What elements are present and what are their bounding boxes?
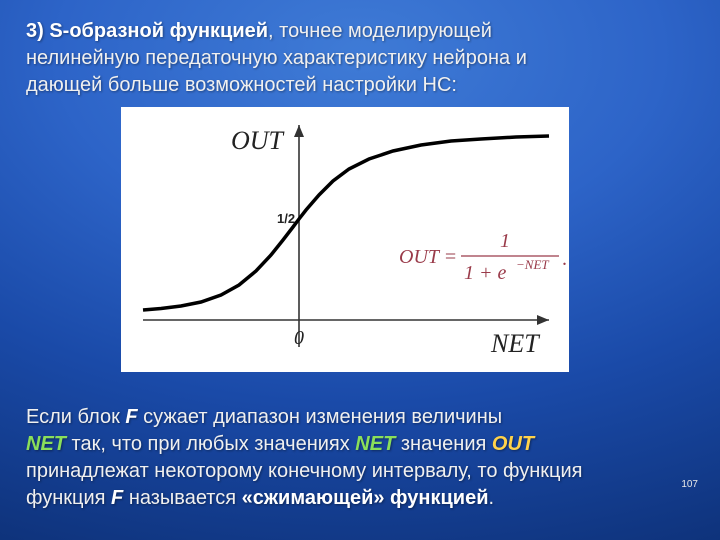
label-net: NET	[490, 329, 540, 358]
formula: OUT = 1 1 + e −NET .	[399, 230, 567, 284]
top-line3: дающей больше возможностей настройки НС:	[26, 74, 457, 96]
bt5: принадлежат некоторому конечному интерва…	[26, 460, 583, 482]
bt6-pre: функция	[26, 487, 111, 509]
axes	[143, 125, 549, 347]
bt2: сужает диапазон изменения величины	[138, 406, 503, 428]
bt4: значения	[395, 433, 492, 455]
bNET2: NET	[355, 433, 395, 455]
label-out: OUT	[231, 126, 285, 155]
svg-text:1 + e: 1 + e	[464, 262, 506, 284]
top-paragraph: 3) S-образной функцией, точнее моделирую…	[26, 18, 694, 99]
slide: 3) S-образной функцией, точнее моделирую…	[0, 0, 720, 372]
bt3: так, что при любых значениях	[66, 433, 355, 455]
bt7: .	[489, 487, 495, 509]
bt1: Если блок	[26, 406, 125, 428]
svg-text:1: 1	[500, 230, 510, 252]
page-number: 107	[681, 479, 698, 490]
bF1: F	[125, 406, 137, 428]
bF2: F	[111, 487, 123, 509]
svg-text:OUT =: OUT =	[399, 246, 457, 268]
top-line2: нелинейную передаточную характеристику н…	[26, 47, 527, 69]
bNET1: NET	[26, 433, 66, 455]
svg-text:−NET: −NET	[516, 257, 549, 272]
bt6: называется	[123, 487, 241, 509]
sigmoid-chart: OUT NET 0 1/2 OUT = 1 1 + e −NET .	[121, 107, 569, 372]
bOUT: OUT	[492, 433, 534, 455]
chart-svg: OUT NET 0 1/2 OUT = 1 1 + e −NET .	[121, 107, 569, 372]
top-lead: 3) S-образной функцией	[26, 20, 268, 42]
label-zero: 0	[294, 327, 304, 349]
bstrong: «сжимающей» функцией	[242, 487, 489, 509]
bottom-paragraph: Если блок F сужает диапазон изменения ве…	[26, 404, 694, 512]
label-half: 1/2	[277, 211, 295, 226]
svg-text:.: .	[562, 248, 567, 270]
top-rest1: , точнее моделирующей	[268, 20, 492, 42]
